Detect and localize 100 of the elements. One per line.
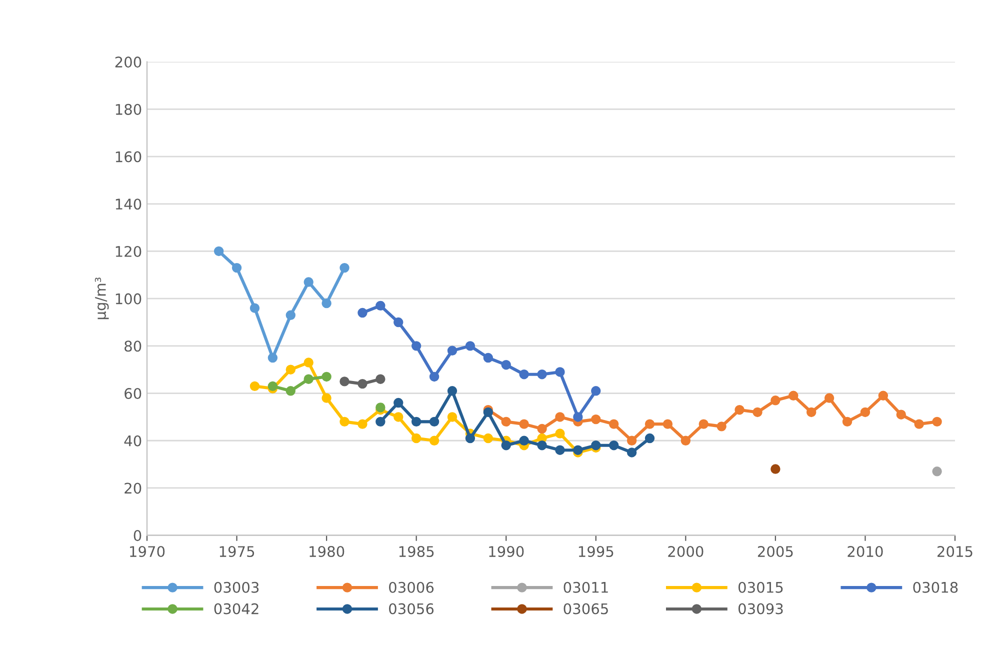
point xyxy=(591,414,601,424)
point xyxy=(483,433,494,444)
point xyxy=(286,310,296,320)
point xyxy=(555,412,565,422)
point xyxy=(465,341,476,351)
point xyxy=(860,407,870,418)
point xyxy=(232,262,242,273)
legend-label: 03015 xyxy=(738,582,783,593)
point xyxy=(501,440,511,450)
legend-label: 03006 xyxy=(389,582,434,593)
point xyxy=(573,445,583,455)
legend-label: 03042 xyxy=(214,603,258,614)
point xyxy=(376,300,386,311)
point xyxy=(824,393,834,403)
point xyxy=(376,374,386,384)
point xyxy=(394,398,404,408)
point xyxy=(340,376,350,386)
point xyxy=(304,374,314,384)
point xyxy=(411,433,422,444)
y-tick-label: 0 xyxy=(134,530,142,542)
point xyxy=(591,386,601,396)
point xyxy=(483,407,494,418)
point xyxy=(411,416,422,427)
x-tick-label: 2010 xyxy=(848,546,883,558)
legend-label: 03011 xyxy=(564,582,608,593)
point xyxy=(358,308,368,318)
point xyxy=(429,372,440,382)
point xyxy=(680,436,691,446)
point xyxy=(896,410,906,420)
x-tick-label: 1980 xyxy=(310,546,344,558)
point xyxy=(394,412,404,422)
y-tick-label: 80 xyxy=(124,340,142,352)
point xyxy=(788,390,798,401)
x-tick-label: 1990 xyxy=(489,546,524,558)
point xyxy=(394,317,404,328)
point xyxy=(447,386,458,396)
point xyxy=(322,298,332,308)
point xyxy=(537,424,547,434)
point xyxy=(304,277,314,287)
point xyxy=(626,436,637,446)
point xyxy=(429,416,440,427)
legend-label: 03056 xyxy=(389,603,434,614)
y-tick-label: 120 xyxy=(116,246,142,257)
y-tick-label: 180 xyxy=(116,104,142,115)
point xyxy=(537,440,547,450)
point xyxy=(555,445,565,455)
point xyxy=(608,419,619,429)
x-tick-label: 2000 xyxy=(668,546,704,558)
point xyxy=(501,416,511,427)
point xyxy=(322,393,332,403)
point xyxy=(465,433,476,444)
x-tick-label: 1985 xyxy=(399,546,434,558)
point xyxy=(447,346,458,356)
point xyxy=(644,433,655,444)
point xyxy=(250,303,260,313)
point xyxy=(519,436,529,446)
point xyxy=(591,440,601,450)
point xyxy=(770,396,780,406)
point xyxy=(555,367,565,377)
point xyxy=(878,390,888,401)
legend-label: 03003 xyxy=(214,582,259,593)
point xyxy=(429,436,440,446)
point xyxy=(214,246,224,256)
point xyxy=(376,402,386,412)
point xyxy=(644,419,655,429)
x-tick-label: 1970 xyxy=(130,546,165,558)
point xyxy=(932,416,942,427)
x-tick-label: 1975 xyxy=(220,546,254,558)
point xyxy=(573,412,583,422)
legend-label: 03093 xyxy=(738,603,783,614)
y-tick-label: 140 xyxy=(116,198,142,210)
point xyxy=(519,369,529,380)
point xyxy=(752,407,762,418)
point xyxy=(286,364,296,374)
point xyxy=(340,416,350,427)
y-tick-label: 100 xyxy=(116,293,142,304)
y-tick-label: 160 xyxy=(116,151,142,162)
point xyxy=(483,352,494,363)
y-axis-title: µg/m³ xyxy=(94,278,109,320)
point xyxy=(268,352,278,363)
point xyxy=(626,448,637,458)
y-tick-label: 200 xyxy=(115,56,142,68)
point xyxy=(608,440,619,450)
point xyxy=(555,428,565,438)
point xyxy=(268,381,278,392)
x-tick-label: 2015 xyxy=(938,546,972,558)
point xyxy=(716,422,726,432)
x-tick-label: 1995 xyxy=(578,546,614,558)
point xyxy=(734,404,744,415)
point xyxy=(519,419,529,429)
point xyxy=(304,358,314,368)
point xyxy=(358,419,368,429)
point xyxy=(501,360,511,370)
point xyxy=(932,466,942,476)
y-tick-label: 20 xyxy=(124,482,142,494)
legend-label: 03065 xyxy=(564,603,608,614)
point xyxy=(770,464,780,474)
point xyxy=(914,419,924,429)
y-tick-label: 60 xyxy=(124,388,142,400)
point xyxy=(358,378,368,389)
